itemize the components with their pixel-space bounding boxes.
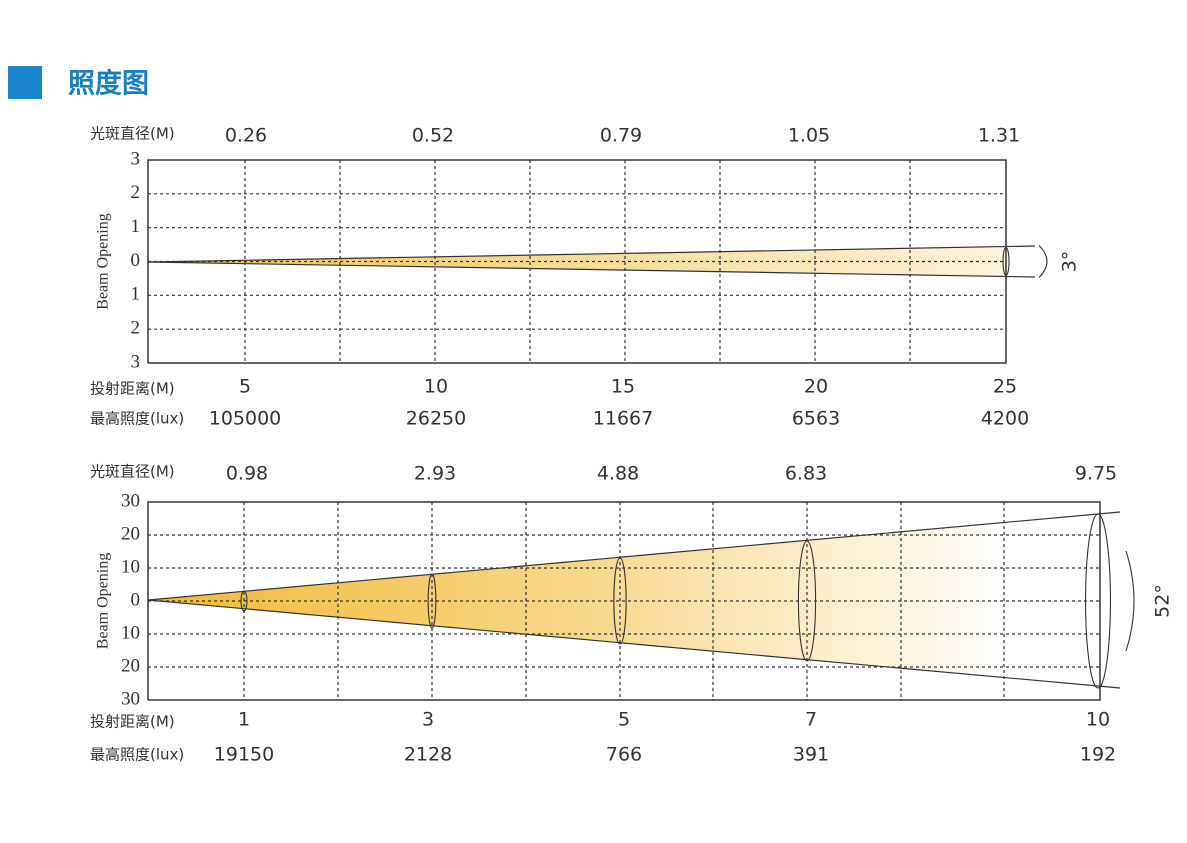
- angle-arc: [1038, 245, 1048, 278]
- page-title: 照度图: [68, 68, 149, 100]
- beam-edge: [147, 511, 1121, 601]
- distance-label: 投射距离(M): [90, 380, 175, 398]
- beam-section: [613, 557, 627, 645]
- title-marker: [8, 66, 42, 99]
- diameter-label: 光斑直径(M): [90, 463, 175, 481]
- beam-angle: 3°: [1059, 251, 1081, 273]
- beam-section: [797, 540, 817, 662]
- illuminance-value: 11667: [593, 408, 653, 430]
- beam-section: [1002, 246, 1010, 277]
- beam-edge: [147, 261, 1036, 278]
- beam-section: [240, 590, 248, 612]
- y-tick-label: 2: [131, 318, 141, 339]
- distance-value: 5: [239, 376, 251, 398]
- plot-frame: [147, 501, 1101, 701]
- distance-value: 25: [993, 376, 1017, 398]
- y-axis-label: Beam Opening: [95, 213, 112, 309]
- y-tick-label: 1: [131, 284, 141, 305]
- beam-section: [1085, 513, 1111, 689]
- illuminance-label: 最高照度(lux): [90, 410, 184, 428]
- distance-value: 20: [804, 376, 828, 398]
- y-tick-label: 0: [131, 250, 141, 271]
- diameter-value: 2.93: [414, 463, 456, 485]
- distance-label: 投射距离(M): [90, 713, 175, 731]
- beam-angle: 52°: [1152, 584, 1174, 618]
- distance-value: 1: [238, 709, 250, 731]
- y-tick-label: 2: [131, 182, 141, 203]
- distance-value: 7: [805, 709, 817, 731]
- diameter-label: 光斑直径(M): [90, 125, 175, 143]
- illuminance-value: 26250: [406, 408, 466, 430]
- distance-value: 5: [618, 709, 630, 731]
- diameter-value: 1.31: [978, 125, 1020, 147]
- distance-value: 3: [422, 709, 434, 731]
- diameter-value: 0.79: [600, 125, 642, 147]
- y-tick-label: 10: [121, 556, 140, 577]
- y-tick-label: 1: [131, 216, 141, 237]
- angle-arc: [1125, 550, 1135, 652]
- diameter-value: 1.05: [788, 125, 830, 147]
- y-tick-label: 30: [121, 490, 140, 511]
- diameter-value: 9.75: [1075, 463, 1117, 485]
- distance-value: 10: [424, 376, 448, 398]
- illuminance-value: 19150: [214, 744, 274, 766]
- illuminance-value: 4200: [981, 408, 1029, 430]
- beam-edge: [147, 245, 1036, 263]
- diameter-value: 0.26: [225, 125, 267, 147]
- y-tick-label: 0: [131, 589, 141, 610]
- y-tick-label: 20: [121, 655, 140, 676]
- y-tick-label: 3: [131, 148, 141, 169]
- y-tick-label: 20: [121, 523, 140, 544]
- beam: [148, 514, 1100, 686]
- distance-value: 15: [611, 376, 635, 398]
- diameter-value: 0.98: [226, 463, 268, 485]
- y-tick-label: 3: [131, 351, 141, 372]
- diameter-value: 4.88: [597, 463, 639, 485]
- illuminance-value: 766: [606, 744, 642, 766]
- illuminance-value: 2128: [404, 744, 452, 766]
- beam-section: [427, 573, 437, 629]
- illuminance-value: 391: [793, 744, 829, 766]
- beam-edge: [147, 599, 1121, 689]
- illuminance-label: 最高照度(lux): [90, 746, 184, 764]
- plot-frame: [147, 159, 1007, 364]
- diameter-value: 0.52: [412, 125, 454, 147]
- y-axis-label: Beam Opening: [95, 553, 112, 649]
- distance-value: 10: [1086, 709, 1110, 731]
- diameter-value: 6.83: [785, 463, 827, 485]
- y-tick-label: 10: [121, 622, 140, 643]
- illuminance-value: 192: [1080, 744, 1116, 766]
- y-tick-label: 30: [121, 688, 140, 709]
- illuminance-value: 105000: [209, 408, 282, 430]
- illuminance-value: 6563: [792, 408, 840, 430]
